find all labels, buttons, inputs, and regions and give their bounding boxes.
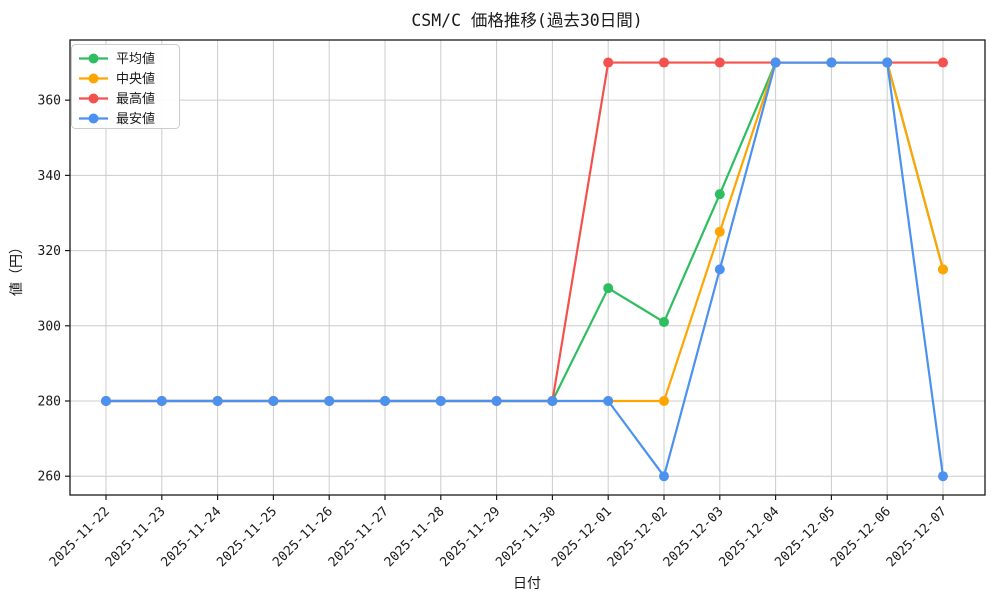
series-point-min — [938, 471, 948, 482]
legend-item-min: 最安値 — [79, 111, 155, 127]
legend-box — [71, 44, 180, 129]
series-point-max — [603, 57, 614, 68]
series-point-mean — [603, 283, 614, 294]
y-tick-label: 260 — [38, 470, 61, 485]
legend-item-median: 中央値 — [79, 71, 155, 87]
series-point-min — [101, 395, 111, 406]
series-point-max — [659, 57, 669, 68]
y-axis-label: 値（円） — [9, 240, 25, 296]
y-tick-label: 340 — [38, 169, 61, 184]
series-point-min — [380, 395, 390, 406]
legend-label-max: 最高値 — [116, 91, 155, 107]
series-point-min — [212, 395, 223, 406]
tick-marks — [65, 99, 944, 500]
series-point-mean — [659, 317, 669, 328]
y-tick-label: 300 — [38, 319, 61, 334]
series-point-min — [435, 395, 446, 406]
series-point-min — [826, 57, 837, 68]
series-point-min — [770, 57, 781, 68]
series-point-max — [714, 57, 725, 68]
series-point-min — [547, 395, 558, 406]
legend-label-mean: 平均値 — [116, 51, 155, 67]
series-point-min — [603, 395, 614, 406]
series-point-min — [714, 264, 725, 275]
chart-title: CSM/C 価格推移(過去30日間) — [411, 11, 642, 30]
x-axis-label: 日付 — [513, 576, 541, 592]
series-point-min — [324, 395, 335, 406]
series-point-median — [714, 226, 725, 237]
series-point-median — [938, 264, 948, 275]
legend-marker-max — [88, 93, 99, 104]
series-point-min — [491, 395, 502, 406]
series-line-min — [104, 61, 945, 478]
y-tick-label: 360 — [38, 94, 61, 109]
legend-label-min: 最安値 — [116, 111, 155, 127]
series-point-min — [268, 395, 279, 406]
plot-border — [69, 39, 986, 496]
y-tick-label: 320 — [38, 244, 61, 259]
series-point-min — [882, 57, 893, 68]
series-point-max — [938, 57, 948, 68]
legend-marker-median — [88, 73, 99, 84]
legend-label-median: 中央値 — [116, 71, 155, 87]
series-min — [101, 57, 948, 482]
legend-marker-mean — [88, 53, 99, 64]
legend-marker-min — [88, 113, 99, 124]
grid-lines — [70, 40, 985, 495]
series-point-min — [659, 471, 669, 482]
series-point-median — [659, 395, 669, 406]
series-point-mean — [714, 189, 725, 200]
series-point-min — [156, 395, 167, 406]
legend-item-max: 最高値 — [79, 91, 155, 107]
legend-item-mean: 平均値 — [79, 51, 155, 67]
y-tick-label: 280 — [38, 394, 61, 409]
